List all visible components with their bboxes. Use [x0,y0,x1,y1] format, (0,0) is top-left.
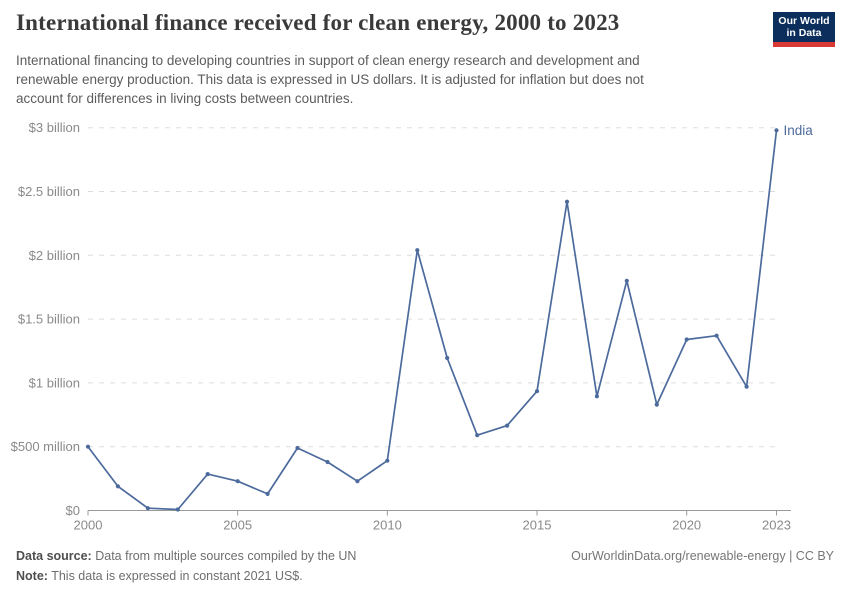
page-title: International finance received for clean… [16,10,620,35]
note-label: Note: [16,569,48,583]
y-axis-tick-label: $1.5 billion [18,312,80,327]
data-point[interactable] [295,445,300,451]
data-point[interactable] [744,384,749,389]
data-point[interactable] [385,458,390,463]
subtitle-line: renewable energy production. This data i… [16,72,644,87]
y-axis-tick-label: $1 billion [29,375,80,390]
data-point[interactable] [654,402,659,407]
data-point[interactable] [505,423,510,428]
data-point[interactable] [325,459,330,465]
series-end-label-india[interactable]: India [784,123,814,138]
y-axis-tick-label: $500 million [11,439,80,454]
data-source-label: Data source: [16,549,92,563]
x-axis-tick-label: 2015 [523,518,552,533]
data-point[interactable] [475,433,480,438]
y-axis-tick-label: $2 billion [29,248,80,263]
x-axis-tick-label: 2005 [223,518,252,533]
x-axis-tick-label: 2010 [373,518,402,533]
owid-logo-line1: Our World [778,15,830,27]
data-point[interactable] [115,484,120,489]
data-point[interactable] [534,389,540,394]
chart-subtitle: International financing to developing co… [16,51,756,108]
y-axis-tick-label: $2.5 billion [18,184,80,199]
data-point[interactable] [594,394,600,399]
data-point[interactable] [774,128,779,133]
data-point[interactable] [145,506,150,511]
data-point[interactable] [235,479,240,484]
data-source-row: Data source: Data from multiple sources … [16,546,834,566]
data-point[interactable] [205,472,210,477]
attribution-link[interactable]: OurWorldinData.org/renewable-energy | CC… [571,549,834,563]
data-line-india[interactable] [87,129,778,511]
y-axis-tick-label: $0 [66,503,80,518]
data-source-text: Data from multiple sources compiled by t… [95,549,357,563]
subtitle-line: International financing to developing co… [16,53,640,68]
owid-logo-line2: in Data [786,27,822,39]
x-axis-tick-label: 2023 [762,518,791,533]
chart-canvas: $0 $500 million $1 billion $1.5 billion $2 b… [11,120,814,533]
y-axis-tick-label: $3 billion [29,120,80,135]
data-point[interactable] [714,333,719,338]
note-row: Note: This data is expressed in constant… [16,566,834,586]
note-text: This data is expressed in constant 2021 … [51,569,303,583]
data-point[interactable] [564,199,570,204]
x-axis-tick-label: 2020 [672,518,701,533]
data-point[interactable] [355,479,360,484]
data-point[interactable] [175,507,180,512]
data-point[interactable] [445,355,450,361]
data-point[interactable] [415,248,420,253]
data-point[interactable] [624,278,629,283]
chart-footer: Data source: Data from multiple sources … [16,546,834,586]
owid-logo[interactable]: Our World in Data [773,12,835,47]
x-axis-tick-label: 2000 [74,518,103,533]
data-point[interactable] [684,337,689,342]
data-point[interactable] [265,491,270,496]
subtitle-line: account for differences in living costs … [16,91,354,106]
data-point[interactable] [85,444,91,449]
